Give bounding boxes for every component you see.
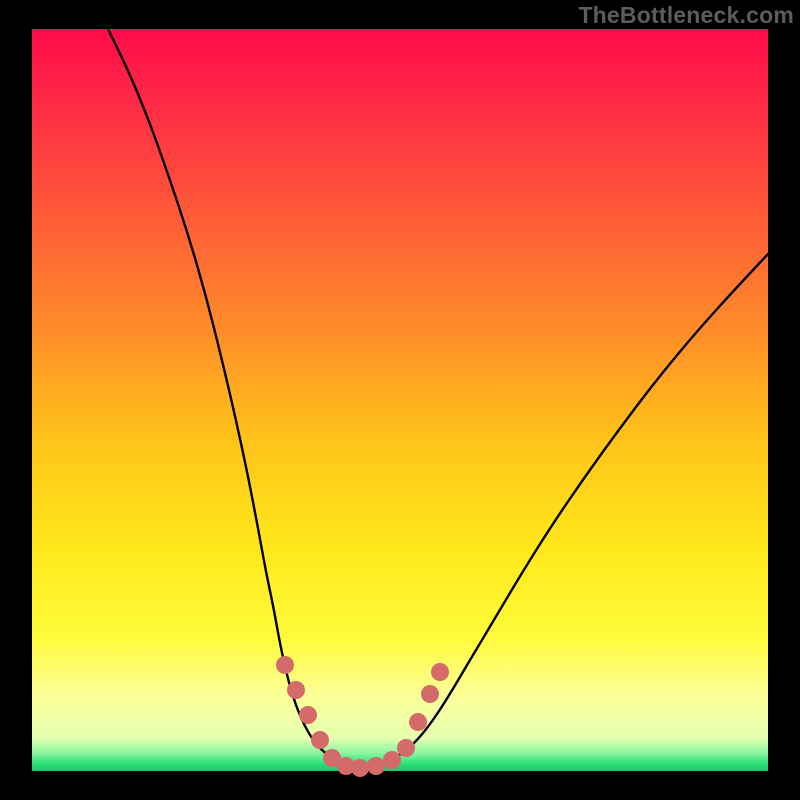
chart-container: TheBottleneck.com [0,0,800,800]
accent-marker [287,681,305,699]
accent-marker [367,757,385,775]
plot-background [32,29,768,771]
accent-marker [397,739,415,757]
watermark-text: TheBottleneck.com [578,2,794,29]
accent-marker [299,706,317,724]
accent-marker [311,731,329,749]
accent-marker [421,685,439,703]
accent-marker [383,751,401,769]
accent-marker [409,713,427,731]
accent-marker [351,759,369,777]
accent-marker [276,656,294,674]
bottleneck-chart [0,0,800,800]
accent-marker [431,663,449,681]
